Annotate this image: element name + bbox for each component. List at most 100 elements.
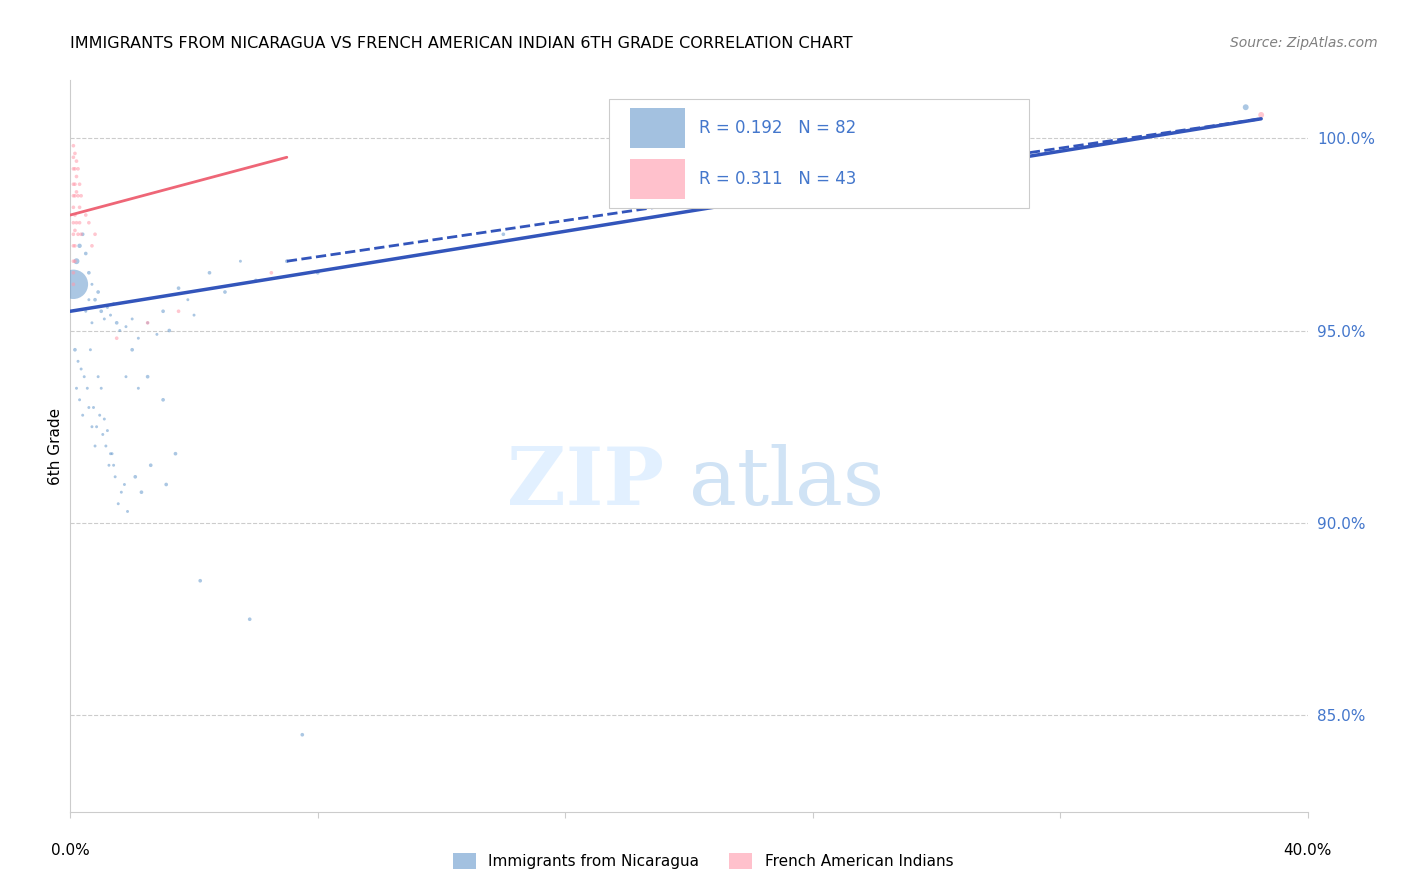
Point — [75, 208, 97, 222]
Point — [107, 497, 129, 511]
Text: 0.0%: 0.0% — [51, 843, 90, 857]
Point — [79, 343, 101, 357]
Point — [84, 439, 107, 453]
Point — [131, 485, 153, 500]
Point — [75, 246, 97, 260]
Point — [152, 392, 174, 407]
Point — [98, 458, 120, 473]
Point — [76, 381, 98, 395]
Point — [108, 324, 131, 338]
Point — [101, 447, 124, 461]
Point — [67, 188, 90, 202]
Point — [62, 188, 84, 202]
Point — [77, 266, 100, 280]
Text: R = 0.311   N = 43: R = 0.311 N = 43 — [699, 170, 856, 188]
Point — [72, 227, 94, 242]
Point — [69, 392, 91, 407]
Point — [69, 178, 91, 192]
Point — [62, 239, 84, 253]
Point — [62, 277, 84, 292]
Point — [63, 239, 86, 253]
Point — [67, 161, 90, 176]
Point — [62, 200, 84, 214]
Point — [62, 277, 84, 292]
Point — [188, 574, 211, 588]
Point — [62, 254, 84, 268]
Point — [136, 316, 159, 330]
Point — [63, 343, 86, 357]
Point — [139, 458, 162, 473]
Point — [103, 296, 125, 310]
Point — [96, 301, 118, 315]
Point — [214, 285, 236, 299]
Legend: Immigrants from Nicaragua, French American Indians: Immigrants from Nicaragua, French Americ… — [447, 847, 959, 875]
Point — [146, 327, 169, 342]
Text: R = 0.192   N = 82: R = 0.192 N = 82 — [699, 119, 856, 136]
Text: 40.0%: 40.0% — [1284, 843, 1331, 857]
Point — [80, 239, 103, 253]
Point — [80, 316, 103, 330]
Point — [89, 408, 111, 422]
Text: ZIP: ZIP — [508, 443, 664, 522]
Point — [91, 427, 114, 442]
Point — [93, 412, 115, 426]
Point — [90, 381, 112, 395]
Point — [77, 216, 100, 230]
Text: atlas: atlas — [689, 443, 884, 522]
Point — [307, 266, 329, 280]
Point — [62, 178, 84, 192]
Point — [65, 185, 87, 199]
Point — [167, 281, 190, 295]
Point — [70, 227, 93, 242]
Point — [62, 216, 84, 230]
Point — [260, 266, 283, 280]
Point — [183, 308, 205, 322]
FancyBboxPatch shape — [609, 99, 1029, 209]
Point — [84, 227, 107, 242]
Point — [63, 254, 86, 268]
Point — [65, 381, 87, 395]
Point — [110, 485, 132, 500]
Point — [124, 470, 146, 484]
Point — [69, 239, 91, 253]
Point — [65, 254, 87, 268]
Point — [117, 504, 139, 518]
Point — [136, 369, 159, 384]
Point — [100, 447, 122, 461]
Point — [115, 319, 138, 334]
Point — [100, 308, 122, 322]
Point — [65, 154, 87, 169]
Point — [104, 470, 127, 484]
Point — [492, 227, 515, 242]
Point — [75, 304, 97, 318]
Point — [152, 304, 174, 318]
Point — [276, 254, 298, 268]
Point — [127, 331, 149, 345]
Point — [121, 343, 143, 357]
Point — [82, 401, 105, 415]
Point — [245, 273, 267, 287]
Point — [94, 439, 117, 453]
Point — [63, 188, 86, 202]
Point — [80, 419, 103, 434]
Point — [115, 369, 138, 384]
Point — [73, 369, 96, 384]
Y-axis label: 6th Grade: 6th Grade — [48, 408, 63, 484]
Point — [177, 293, 200, 307]
Point — [90, 304, 112, 318]
Point — [62, 150, 84, 164]
Text: Source: ZipAtlas.com: Source: ZipAtlas.com — [1230, 36, 1378, 50]
FancyBboxPatch shape — [630, 108, 685, 148]
Point — [96, 424, 118, 438]
Point — [114, 477, 135, 491]
Point — [69, 216, 91, 230]
Point — [63, 161, 86, 176]
Point — [67, 354, 90, 368]
Point — [103, 458, 125, 473]
Point — [62, 161, 84, 176]
Point — [63, 178, 86, 192]
Point — [77, 401, 100, 415]
Point — [198, 266, 221, 280]
Point — [105, 316, 128, 330]
Point — [65, 216, 87, 230]
